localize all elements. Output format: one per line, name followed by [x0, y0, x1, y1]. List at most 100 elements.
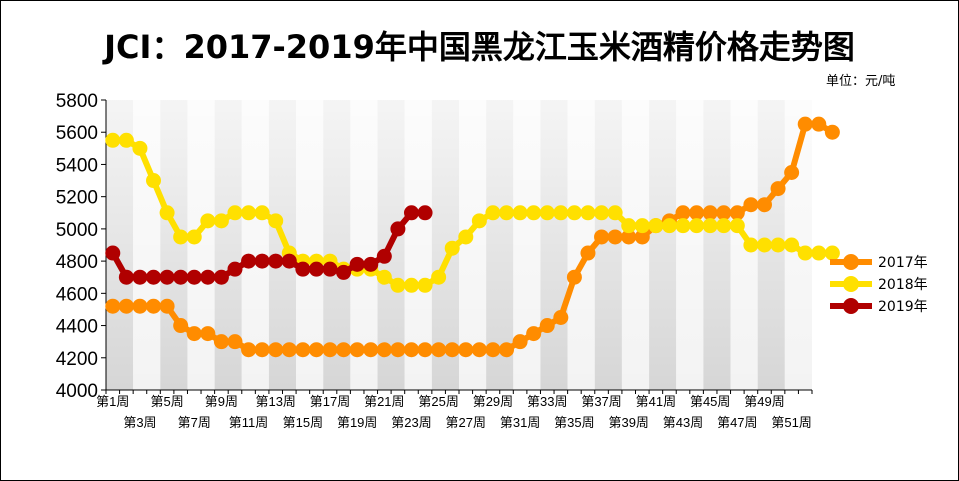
x-tick-label: 第25周: [418, 394, 458, 409]
legend-item: 2017年: [830, 254, 928, 271]
y-tick-label: 4400: [56, 317, 98, 338]
x-tick-label: 第51周: [771, 415, 811, 430]
data-point: [363, 342, 379, 358]
data-point: [254, 342, 270, 358]
legend-label: 2019年: [878, 299, 928, 315]
data-point: [159, 205, 175, 221]
data-point: [553, 205, 569, 221]
data-point: [336, 264, 352, 280]
data-point: [213, 269, 229, 285]
x-tick-label: 第41周: [636, 394, 676, 409]
x-tick-label: 第5周: [150, 394, 183, 409]
data-point: [403, 277, 419, 293]
data-point: [607, 229, 623, 245]
data-point: [173, 229, 189, 245]
data-point: [499, 205, 515, 221]
data-point: [336, 342, 352, 358]
data-point: [227, 261, 243, 277]
data-point: [675, 218, 691, 234]
x-tick-label: 第43周: [663, 415, 703, 430]
data-point: [173, 318, 189, 334]
data-point: [471, 342, 487, 358]
chart-title: JCI：2017-2019年中国黑龙江玉米酒精价格走势图: [104, 28, 855, 66]
legend-item: 2018年: [830, 276, 928, 293]
data-point: [281, 342, 297, 358]
data-point: [132, 269, 148, 285]
series-layer: [105, 116, 840, 358]
data-point: [716, 205, 732, 221]
x-tick-label: 第11周: [229, 415, 269, 430]
data-point: [186, 229, 202, 245]
y-tick-label: 5600: [56, 123, 98, 144]
data-point: [512, 334, 528, 350]
data-point: [295, 342, 311, 358]
data-point: [444, 342, 460, 358]
data-point: [254, 205, 270, 221]
data-point: [118, 269, 134, 285]
data-point: [159, 298, 175, 314]
data-point: [227, 334, 243, 350]
legend: 2017年 2018年 2019年: [830, 254, 928, 315]
data-point: [499, 342, 515, 358]
y-tick-label: 4600: [56, 284, 98, 305]
x-tick-label: 第23周: [391, 415, 431, 430]
y-tick-label: 5000: [56, 220, 98, 241]
data-point: [227, 205, 243, 221]
data-point: [756, 237, 772, 253]
data-point: [756, 197, 772, 213]
data-point: [512, 205, 528, 221]
x-tick-label: 第49周: [744, 394, 784, 409]
data-point: [553, 310, 569, 325]
data-point: [186, 269, 202, 285]
unit-label: 单位：元/吨: [826, 74, 896, 89]
data-point: [797, 245, 813, 261]
data-point: [580, 245, 596, 261]
data-point: [268, 253, 284, 269]
data-point: [241, 205, 257, 221]
data-point: [132, 140, 148, 156]
x-tick-label: 第47周: [717, 415, 757, 430]
data-point: [566, 205, 582, 221]
legend-swatch-marker: [843, 254, 859, 270]
data-point: [308, 342, 324, 358]
data-point: [173, 269, 189, 285]
data-point: [268, 213, 284, 229]
data-point: [417, 205, 433, 221]
data-point: [146, 173, 162, 189]
data-point: [105, 298, 121, 314]
data-point: [811, 116, 827, 132]
y-tick-label: 4000: [56, 381, 98, 402]
data-point: [770, 237, 786, 253]
x-tick-label: 第29周: [473, 394, 513, 409]
data-point: [159, 269, 175, 285]
data-point: [458, 342, 474, 358]
x-tick-label: 第3周: [123, 415, 156, 430]
data-point: [797, 116, 813, 132]
data-point: [213, 213, 229, 229]
data-point: [580, 205, 596, 221]
data-point: [403, 342, 419, 358]
data-point: [200, 326, 216, 342]
data-point: [539, 318, 555, 334]
data-point: [594, 229, 610, 245]
x-axis-ticks: 第1周第3周第5周第7周第9周第11周第13周第15周第17周第19周第21周第…: [96, 390, 813, 430]
x-tick-label: 第35周: [554, 415, 594, 430]
data-point: [743, 237, 759, 253]
data-point: [417, 277, 433, 293]
data-point: [322, 261, 338, 277]
data-point: [607, 205, 623, 221]
legend-label: 2017年: [878, 255, 928, 271]
data-point: [689, 205, 705, 221]
y-tick-label: 4200: [56, 349, 98, 370]
legend-label: 2018年: [878, 277, 928, 293]
data-point: [376, 248, 392, 264]
data-point: [526, 205, 542, 221]
data-point: [349, 342, 365, 358]
x-tick-label: 第27周: [446, 415, 486, 430]
legend-swatch-marker: [843, 298, 859, 314]
data-point: [431, 342, 447, 358]
data-point: [363, 256, 379, 272]
data-point: [634, 218, 650, 234]
data-point: [689, 218, 705, 234]
